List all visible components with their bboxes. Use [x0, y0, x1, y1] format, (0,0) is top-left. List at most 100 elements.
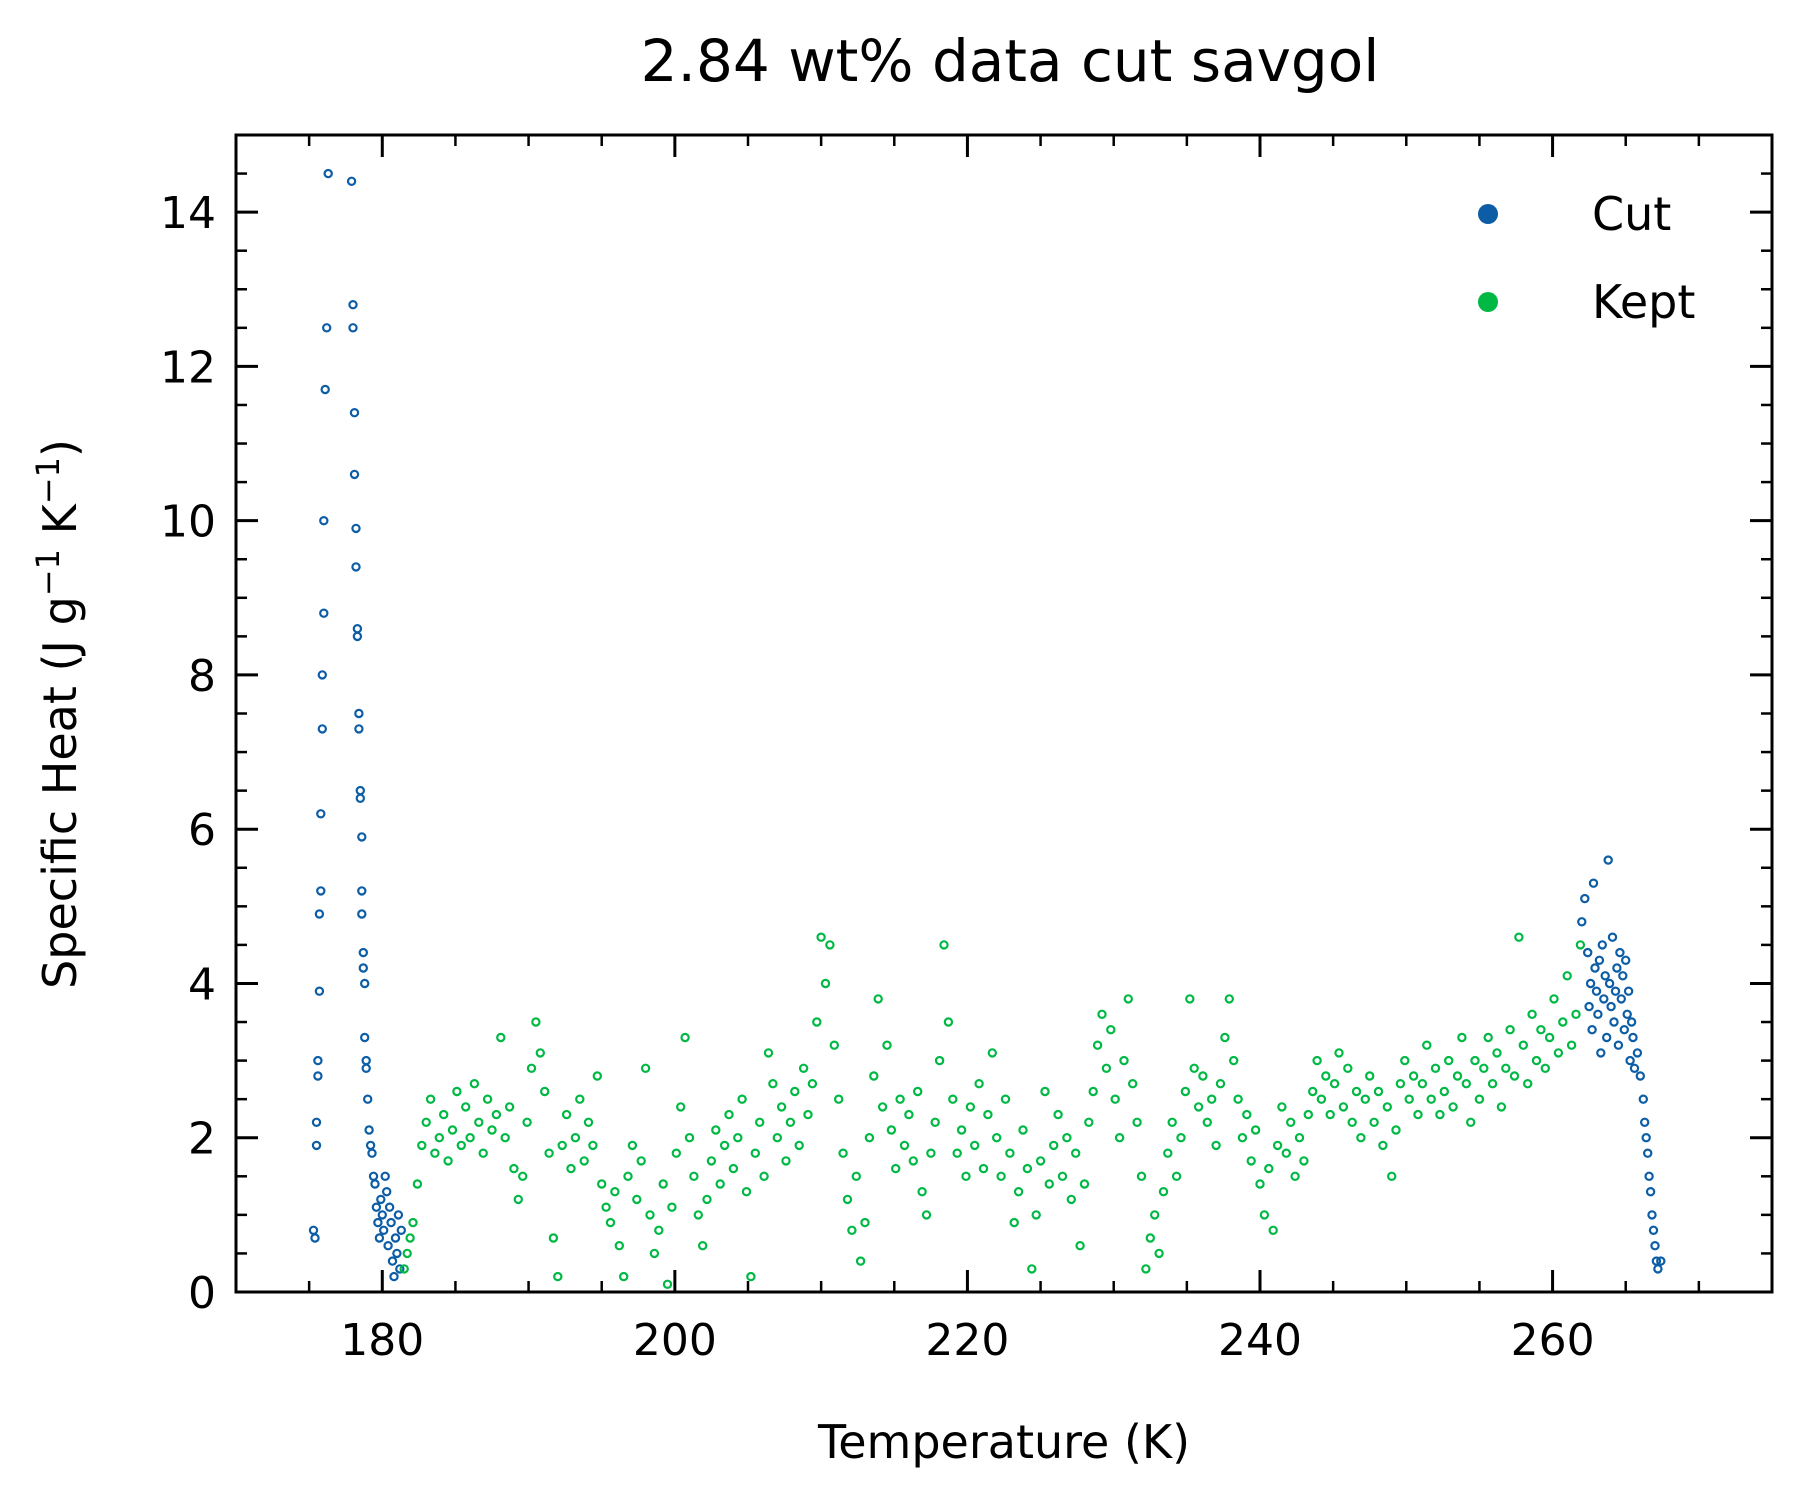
- data-point-kept: [768, 1078, 778, 1089]
- data-point-kept: [1101, 1063, 1112, 1074]
- data-point-cut: [358, 963, 368, 973]
- data-point-cut: [313, 1071, 323, 1081]
- data-point-cut: [1582, 947, 1593, 958]
- data-point-cut: [361, 1063, 371, 1074]
- data-point-kept: [1000, 1094, 1011, 1104]
- data-point-cut: [314, 986, 325, 996]
- data-point-cut: [1580, 893, 1590, 904]
- data-point-kept: [829, 1040, 840, 1050]
- data-point-kept: [1571, 1009, 1581, 1020]
- data-point-cut: [1604, 978, 1615, 989]
- data-point-cut: [374, 1233, 385, 1243]
- data-point-cut: [1622, 1009, 1632, 1020]
- data-point-cut: [355, 793, 365, 804]
- data-point-kept: [474, 1117, 484, 1128]
- data-point-cut: [1639, 1117, 1650, 1128]
- data-point-cut: [360, 978, 370, 989]
- data-point-kept: [1452, 1071, 1463, 1081]
- data-point-cut: [314, 909, 325, 919]
- data-point-cut: [1635, 1071, 1646, 1081]
- data-point-kept: [1470, 1055, 1480, 1066]
- data-point-cut: [384, 1202, 395, 1212]
- data-point-cut: [377, 1210, 387, 1220]
- data-point-kept: [816, 932, 826, 942]
- x-tick-label: 220: [925, 1315, 1009, 1366]
- data-point-cut: [311, 1117, 322, 1128]
- data-point-kept: [1351, 1086, 1362, 1097]
- data-point-kept: [1237, 1132, 1248, 1143]
- data-point-kept: [1136, 1171, 1147, 1182]
- data-point-kept: [803, 1109, 813, 1120]
- data-point-kept: [1119, 1055, 1129, 1066]
- y-tick-label: 8: [188, 651, 216, 702]
- legend-label-cut: Cut: [1592, 187, 1671, 241]
- data-point-kept: [1536, 1024, 1546, 1035]
- data-point-kept: [671, 1148, 682, 1158]
- data-point-kept: [1228, 1055, 1239, 1066]
- data-point-kept: [1540, 1063, 1551, 1074]
- data-point-kept: [491, 1109, 502, 1120]
- data-point-kept: [864, 1132, 875, 1143]
- y-tick-label: 14: [160, 188, 216, 239]
- data-point-cut: [358, 947, 368, 958]
- data-point-cut: [319, 516, 329, 526]
- data-point-kept: [1496, 1102, 1507, 1112]
- data-point-kept: [667, 1202, 677, 1212]
- data-point-kept: [1048, 1140, 1059, 1151]
- data-point-cut: [1629, 1063, 1640, 1074]
- data-point-kept: [1224, 994, 1235, 1004]
- data-point-kept: [930, 1117, 940, 1128]
- x-major-ticks: 180 200 220 240 260: [340, 135, 1595, 1366]
- data-point-kept: [531, 1017, 541, 1027]
- data-point-cut: [1588, 878, 1599, 888]
- data-point-kept: [1215, 1078, 1226, 1089]
- data-point-kept: [548, 1233, 559, 1243]
- data-point-kept: [417, 1140, 427, 1151]
- data-point-kept: [1364, 1071, 1375, 1081]
- data-point-cut: [1594, 955, 1605, 966]
- data-point-kept: [921, 1210, 932, 1220]
- data-point-cut: [367, 1148, 377, 1158]
- data-point-kept: [1518, 1040, 1529, 1050]
- data-point-cut: [1606, 1001, 1616, 1012]
- data-point-kept: [509, 1163, 519, 1174]
- data-point-kept: [724, 1109, 734, 1120]
- data-point-kept: [421, 1117, 431, 1128]
- data-point-kept: [943, 1017, 954, 1027]
- data-point-kept: [623, 1171, 633, 1182]
- data-point-kept: [544, 1148, 554, 1158]
- data-point-kept: [1413, 1109, 1423, 1120]
- y-axis-label-mid: K: [33, 502, 87, 549]
- data-point-cut: [1616, 994, 1627, 1004]
- data-point-kept: [1321, 1071, 1331, 1081]
- data-point-kept: [1259, 1210, 1270, 1220]
- data-point-cut: [1626, 1017, 1637, 1027]
- data-point-cut: [323, 168, 333, 179]
- data-point-kept: [535, 1048, 546, 1058]
- data-point-kept: [1132, 1117, 1142, 1128]
- data-point-cut: [351, 523, 361, 534]
- legend-label-kept: Kept: [1592, 275, 1695, 329]
- data-point-cut: [319, 608, 329, 618]
- data-point-kept: [1334, 1048, 1344, 1058]
- data-point-cut: [1628, 1032, 1638, 1043]
- data-point-kept: [996, 1171, 1006, 1182]
- data-point-kept: [1356, 1132, 1366, 1143]
- data-point-kept: [561, 1109, 572, 1120]
- data-point-kept: [899, 1140, 910, 1151]
- data-point-kept: [812, 1017, 822, 1027]
- data-point-kept: [908, 1156, 919, 1166]
- data-point-kept: [794, 1140, 804, 1151]
- legend-marker-kept: [1478, 292, 1498, 312]
- data-point-cut: [1609, 1017, 1619, 1027]
- data-point-kept: [1066, 1194, 1077, 1205]
- data-point-kept: [965, 1102, 976, 1112]
- data-point-kept: [1549, 994, 1559, 1004]
- data-point-kept: [1461, 1078, 1472, 1089]
- data-point-kept: [798, 1063, 809, 1074]
- data-point-cut: [360, 1032, 370, 1043]
- data-point-kept: [601, 1202, 611, 1212]
- data-point-cut: [349, 408, 360, 418]
- data-point-cut: [393, 1210, 404, 1220]
